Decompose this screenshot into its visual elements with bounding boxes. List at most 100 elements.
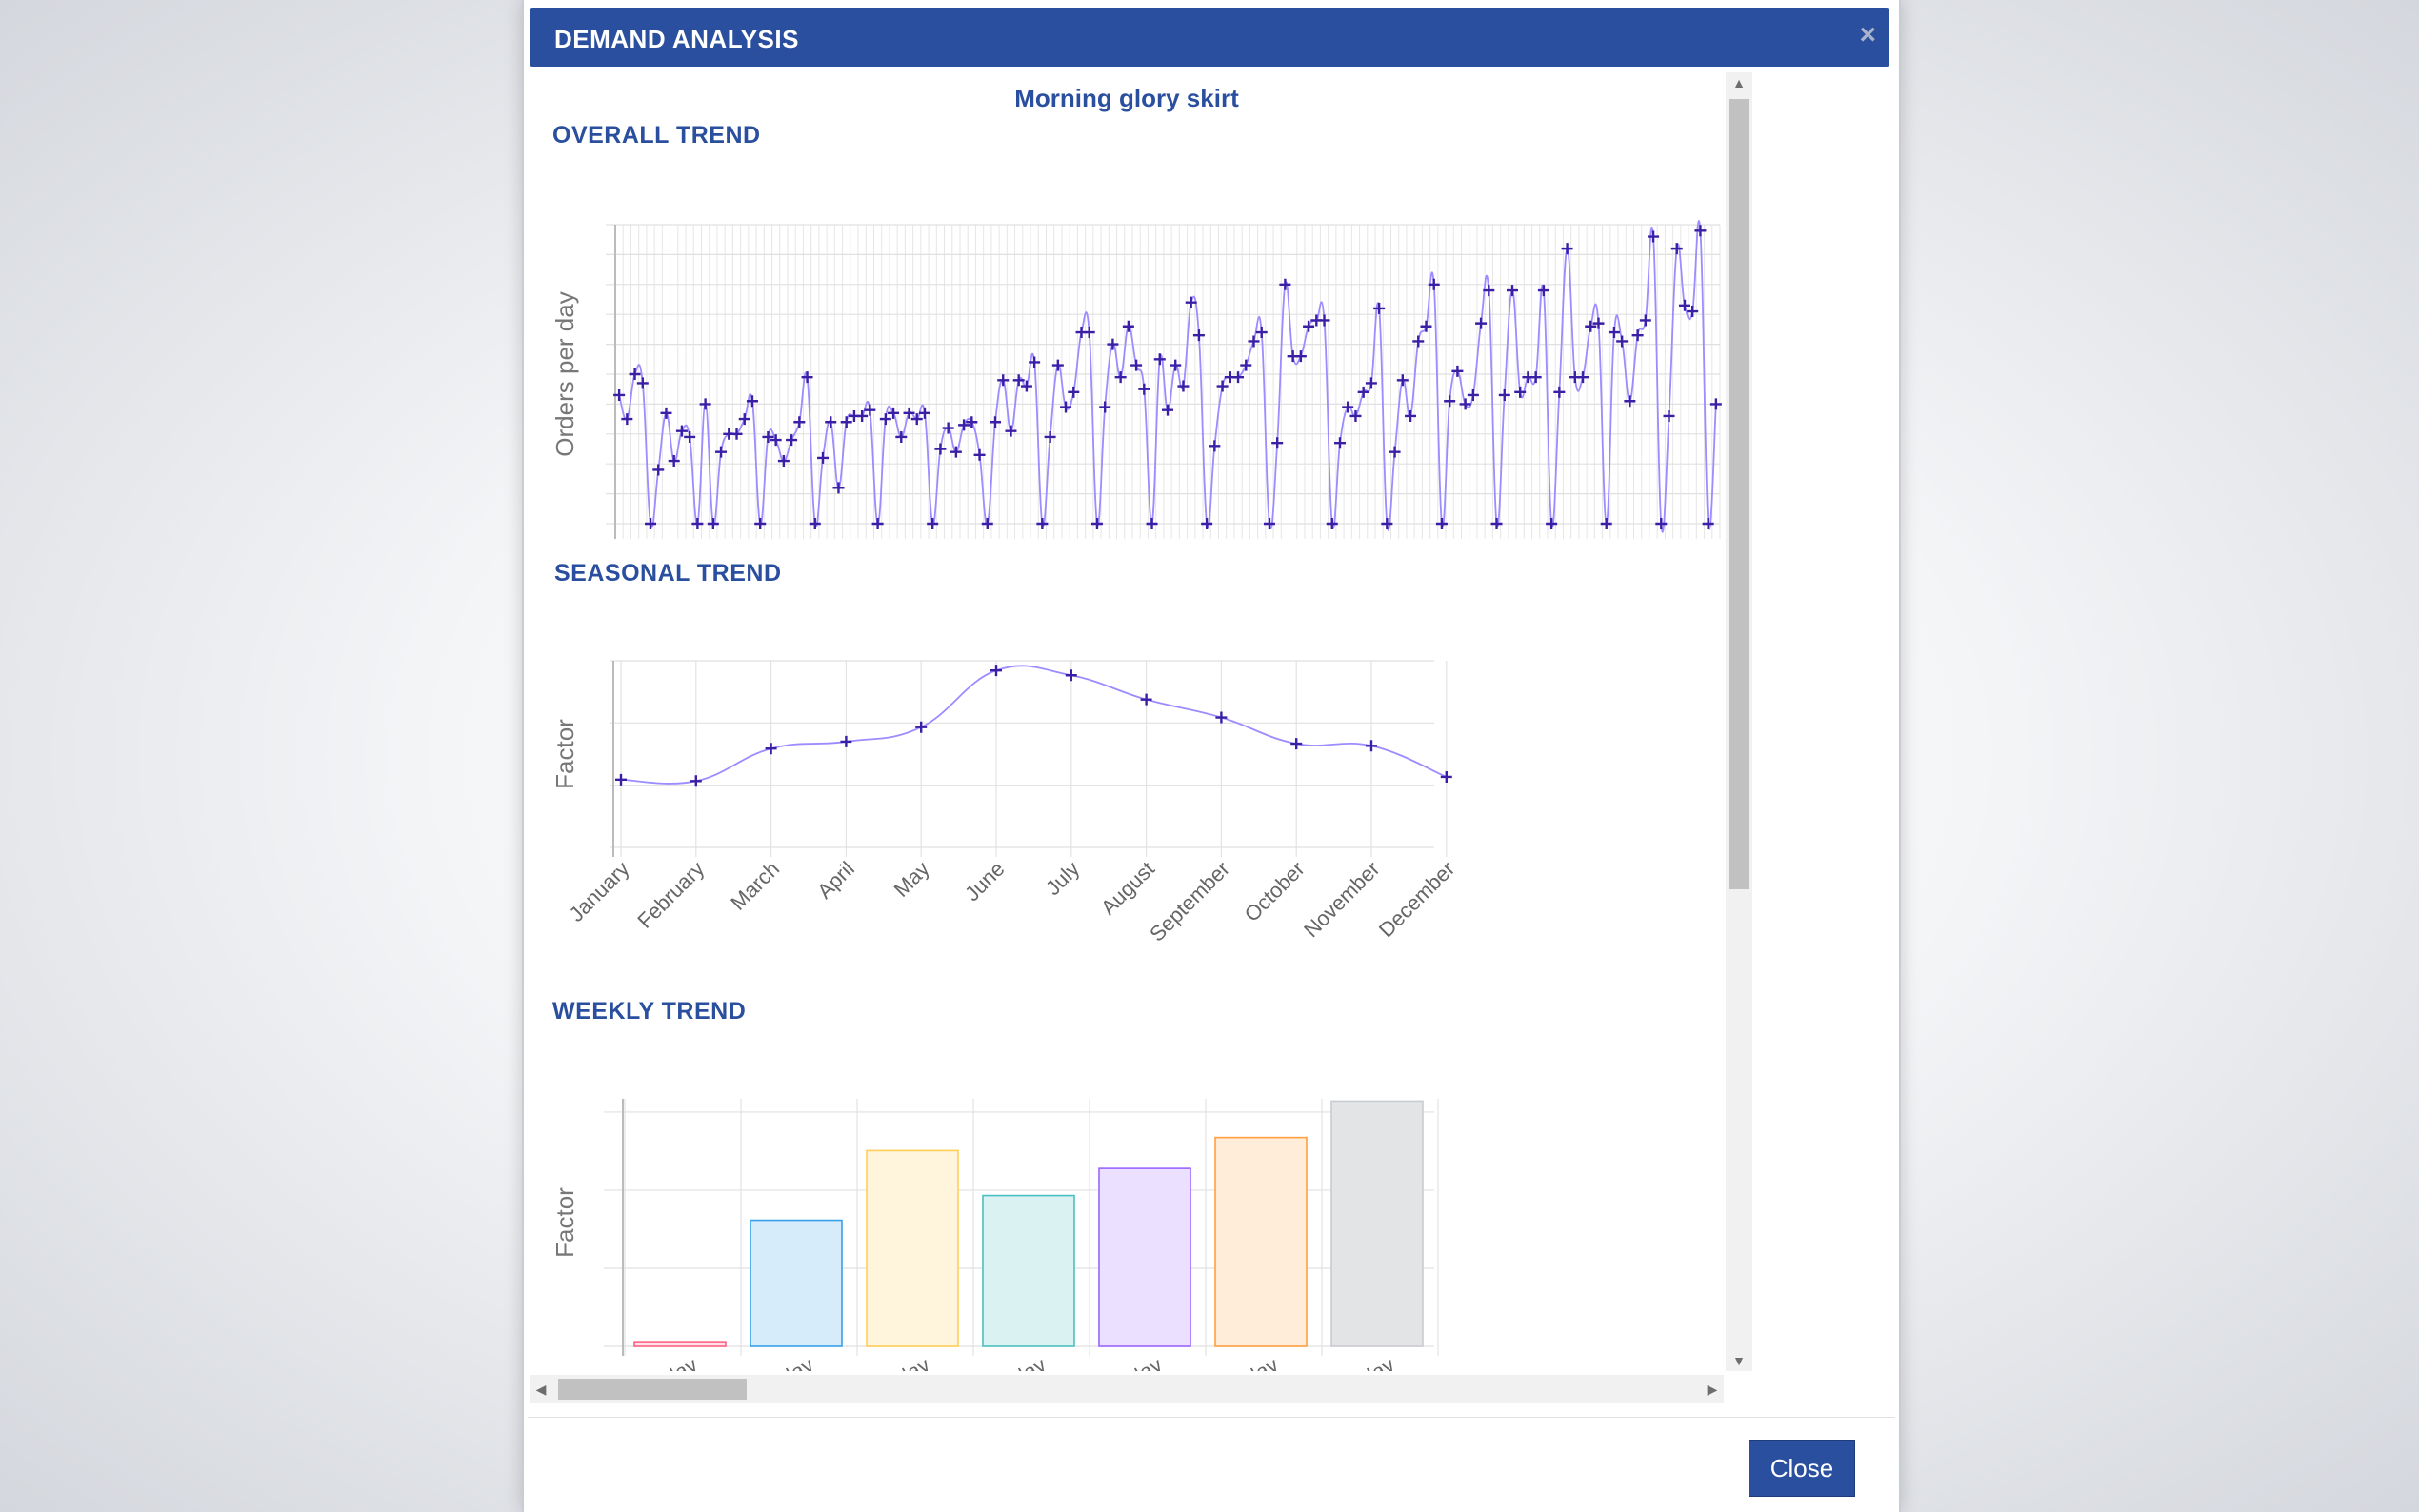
x-tick-label: Wednesday bbox=[943, 1353, 1050, 1371]
overall-data-point bbox=[1648, 230, 1660, 243]
weekly-trend-chart: Factor Sunday Monday Tuesday Wednesday Thursd… bbox=[550, 1099, 1439, 1371]
x-tick-label: Tuesday bbox=[853, 1353, 934, 1371]
weekly-bar-tuesday bbox=[866, 1149, 959, 1347]
overall-data-point bbox=[1122, 320, 1134, 332]
overall-data-point bbox=[1381, 518, 1393, 529]
overall-data-point bbox=[762, 430, 774, 443]
x-tick-label: December bbox=[1374, 857, 1459, 942]
overall-data-point bbox=[1694, 225, 1707, 237]
overall-data-point bbox=[1585, 320, 1597, 332]
overall-data-point bbox=[1146, 518, 1158, 529]
overall-data-point bbox=[801, 371, 813, 384]
overall-data-point bbox=[645, 518, 657, 529]
overall-data-point bbox=[1702, 518, 1714, 529]
overall-data-point bbox=[981, 518, 993, 529]
overall-data-point bbox=[1561, 243, 1573, 255]
overall-data-point bbox=[1490, 518, 1503, 529]
overall-trend-title: OVERALL TREND bbox=[552, 122, 761, 149]
overall-data-point bbox=[1263, 518, 1275, 529]
overall-data-point bbox=[1170, 359, 1182, 371]
dialog-title-bar[interactable]: DEMAND ANALYSIS × bbox=[530, 8, 1889, 67]
overall-data-point bbox=[770, 434, 782, 447]
overall-data-point bbox=[1333, 437, 1346, 449]
overall-data-point bbox=[730, 428, 743, 440]
overall-data-point bbox=[1060, 401, 1072, 413]
seasonal-data-point bbox=[1290, 738, 1303, 750]
overall-data-point bbox=[668, 455, 680, 468]
overall-data-point bbox=[990, 416, 1002, 428]
vertical-scrollbar[interactable]: ▲ ▼ bbox=[1726, 72, 1752, 1371]
overall-data-point bbox=[809, 518, 821, 529]
overall-data-point bbox=[1357, 386, 1369, 398]
overall-data-point bbox=[1483, 285, 1495, 297]
scroll-left-icon[interactable]: ◀ bbox=[535, 1382, 547, 1397]
footer-divider bbox=[528, 1417, 1895, 1418]
overall-data-point bbox=[699, 398, 711, 410]
overall-data-point bbox=[1451, 365, 1464, 377]
overall-data-point bbox=[1192, 329, 1205, 342]
overall-data-point bbox=[660, 407, 672, 419]
scroll-up-icon[interactable]: ▲ bbox=[1732, 75, 1746, 90]
overall-data-point bbox=[754, 518, 767, 529]
overall-data-point bbox=[1639, 314, 1651, 327]
overall-data-point bbox=[817, 451, 830, 464]
seasonal-data-point bbox=[615, 773, 627, 786]
overall-data-point bbox=[1005, 425, 1017, 437]
overall-data-point bbox=[1678, 299, 1690, 311]
overall-data-point bbox=[832, 482, 845, 494]
x-tick-label: August bbox=[1096, 857, 1159, 920]
overall-data-point bbox=[1255, 327, 1268, 339]
seasonal-data-point bbox=[1140, 693, 1152, 706]
seasonal-trend-line bbox=[620, 665, 1448, 785]
overall-data-point bbox=[1349, 409, 1362, 422]
overall-data-point bbox=[1475, 317, 1488, 329]
overall-data-point bbox=[1405, 409, 1417, 422]
overall-data-point bbox=[1114, 371, 1127, 384]
overall-data-point bbox=[856, 409, 869, 422]
product-title: Morning glory skirt bbox=[1014, 84, 1239, 112]
horizontal-scrollbar[interactable]: ◀ ▶ bbox=[530, 1375, 1724, 1403]
y-axis-label: Factor bbox=[550, 1187, 579, 1258]
overall-data-point bbox=[1687, 306, 1699, 318]
overall-data-point bbox=[1435, 518, 1448, 529]
overall-data-point bbox=[786, 434, 798, 447]
weekly-bar-thursday bbox=[1098, 1167, 1191, 1347]
overall-data-point bbox=[1068, 386, 1080, 398]
overall-data-point bbox=[1373, 302, 1386, 314]
overall-data-point bbox=[903, 407, 915, 419]
overall-data-point bbox=[1083, 327, 1095, 339]
overall-data-point bbox=[707, 518, 719, 529]
seasonal-data-point bbox=[690, 775, 702, 787]
vertical-scroll-thumb[interactable] bbox=[1729, 99, 1749, 889]
overall-data-point bbox=[1044, 430, 1056, 443]
overall-data-point bbox=[934, 443, 947, 455]
overall-data-point bbox=[1537, 285, 1549, 297]
overall-data-point bbox=[825, 416, 837, 428]
overall-data-point bbox=[1592, 317, 1605, 329]
scroll-right-icon[interactable]: ▶ bbox=[1707, 1382, 1718, 1397]
overall-data-point bbox=[793, 416, 806, 428]
overall-data-point bbox=[1232, 371, 1245, 384]
horizontal-scroll-thumb[interactable] bbox=[558, 1379, 747, 1400]
overall-data-point bbox=[613, 388, 626, 401]
overall-data-point bbox=[840, 416, 852, 428]
overall-data-point bbox=[1655, 518, 1668, 529]
overall-data-point bbox=[1303, 320, 1315, 332]
scroll-down-icon[interactable]: ▼ bbox=[1732, 1353, 1746, 1368]
overall-data-point bbox=[1216, 380, 1229, 392]
seasonal-data-point bbox=[915, 721, 928, 733]
x-tick-label: June bbox=[960, 857, 1009, 905]
overall-data-point bbox=[1428, 278, 1440, 290]
overall-data-point bbox=[738, 413, 750, 426]
overall-data-point bbox=[746, 395, 758, 408]
close-icon[interactable]: × bbox=[1859, 19, 1876, 50]
x-tick-label: April bbox=[812, 857, 859, 904]
overall-data-point bbox=[1240, 359, 1252, 371]
close-button[interactable]: Close bbox=[1749, 1440, 1855, 1497]
overall-data-point bbox=[1012, 374, 1025, 387]
overall-data-point bbox=[777, 455, 790, 468]
overall-data-point bbox=[1631, 329, 1644, 342]
overall-data-point bbox=[1051, 359, 1064, 371]
overall-data-point bbox=[652, 464, 665, 476]
weekly-trend-title: WEEKLY TREND bbox=[552, 998, 747, 1025]
